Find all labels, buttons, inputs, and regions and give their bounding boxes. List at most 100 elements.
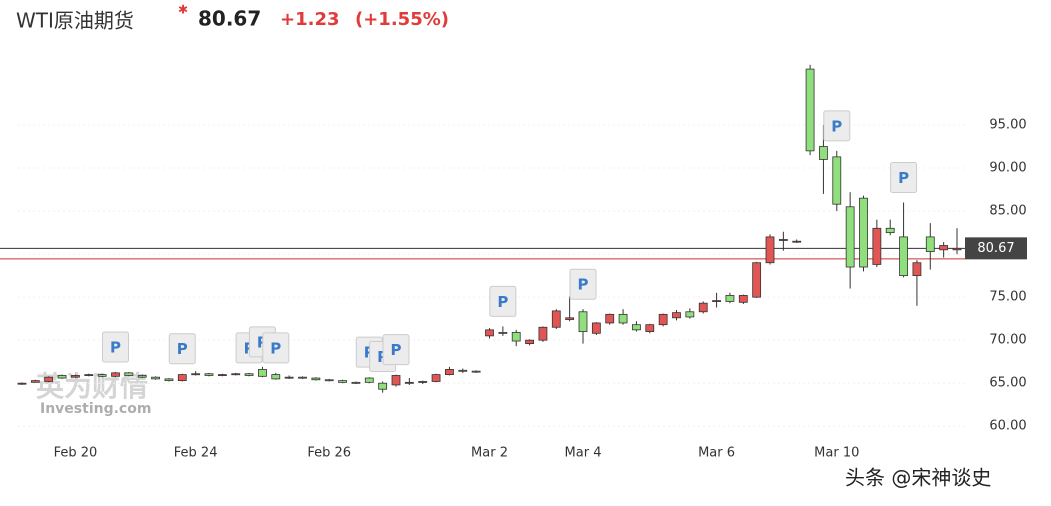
marker-label: P (110, 339, 121, 357)
x-tick-label: Feb 24 (174, 446, 218, 461)
candle-body (271, 374, 281, 380)
candle-body (525, 339, 534, 345)
candle-body (378, 382, 388, 390)
price: 80.67 (198, 7, 261, 31)
candle-body (204, 373, 214, 376)
marker-box (890, 161, 918, 193)
marker-label: P (497, 293, 508, 311)
marker-label: P (578, 276, 589, 294)
candle-body (324, 379, 334, 382)
candle-body (859, 197, 868, 268)
candle-body (591, 322, 601, 334)
candle-body (311, 377, 321, 381)
candle-body (738, 295, 748, 303)
candle-body (445, 369, 454, 375)
candle-body (364, 377, 374, 383)
candle-body (258, 369, 267, 377)
candle-body (765, 236, 775, 264)
candle-body (885, 227, 895, 234)
candle-body (672, 312, 681, 319)
candle-body (44, 376, 54, 382)
marker-label: P (270, 339, 281, 357)
candle-body (725, 295, 735, 302)
candle-body (658, 313, 668, 326)
candle-body (618, 313, 628, 324)
candle-body (685, 311, 695, 318)
candle-body (538, 326, 548, 341)
marker-box (489, 285, 517, 317)
marker-box (569, 268, 597, 300)
x-tick-label: Mar 4 (565, 446, 602, 461)
candle-body (231, 373, 241, 376)
marker-label: P (831, 117, 842, 135)
marker-box (262, 332, 290, 364)
x-tick-label: Mar 10 (814, 446, 859, 461)
candle-body (872, 227, 882, 265)
candle-body (57, 375, 67, 379)
change-pct: (+1.55%) (355, 9, 449, 30)
y-tick-label: 60.00 (989, 419, 1026, 434)
candle-body (111, 372, 120, 377)
x-tick-label: Feb 26 (307, 446, 351, 461)
marker-label: P (391, 341, 402, 359)
change: +1.23 (280, 9, 340, 30)
candle-body (925, 236, 935, 252)
y-tick-label: 65.00 (989, 376, 1026, 391)
candle-body (191, 373, 201, 376)
candle-body (698, 302, 708, 313)
candle-body (605, 313, 615, 324)
candle-body (151, 376, 160, 380)
candle-body (404, 381, 414, 384)
candle-body (431, 374, 441, 382)
candle-body (805, 68, 815, 152)
chart-title: WTI原油期货 (16, 9, 134, 33)
candle-body (30, 380, 40, 383)
y-tick-label: 95.00 (989, 118, 1026, 133)
marker-box (168, 333, 196, 365)
candle-body (899, 236, 908, 277)
candle-body (498, 332, 508, 334)
candle-body (458, 369, 468, 372)
candle-body (351, 381, 361, 384)
x-tick-label: Mar 2 (471, 446, 508, 461)
candle-body (912, 262, 922, 277)
candle-body (485, 329, 494, 337)
candle-body (578, 311, 588, 332)
candle-body (845, 206, 855, 268)
candle-body (819, 146, 828, 160)
marker-box (382, 334, 410, 366)
candle-body (284, 376, 294, 379)
candle-body (124, 372, 134, 376)
candle-body (97, 374, 107, 377)
candle-body (632, 324, 641, 331)
candle-body (418, 381, 428, 383)
candle-body (244, 373, 254, 376)
candle-body (391, 375, 401, 386)
candle-body (712, 300, 721, 302)
candle-body (778, 239, 788, 241)
candle-body (952, 247, 962, 251)
candle-body (551, 310, 561, 328)
up-arrow: ✱ (178, 3, 188, 17)
candle-body (137, 375, 147, 378)
candle-body (832, 156, 842, 205)
candle-body (792, 240, 802, 243)
last-price-label: 80.67 (977, 241, 1014, 256)
candle-body (511, 332, 521, 342)
candle-body (177, 374, 187, 382)
candle-body (752, 262, 762, 298)
candle-body (164, 378, 174, 382)
candle-body (84, 374, 94, 376)
y-tick-label: 85.00 (989, 204, 1026, 219)
candle-body (217, 374, 227, 376)
y-tick-label: 75.00 (989, 290, 1026, 305)
y-tick-label: 70.00 (989, 333, 1026, 348)
marker-box (823, 110, 851, 142)
candle-body (71, 375, 80, 378)
marker-box (102, 331, 129, 363)
logo-sub: Investing.com (40, 401, 151, 417)
x-tick-label: Feb 20 (54, 446, 98, 461)
watermark: 头条 @宋神谈史 (845, 466, 991, 490)
candle-body (17, 382, 27, 385)
candle-body (939, 245, 949, 251)
